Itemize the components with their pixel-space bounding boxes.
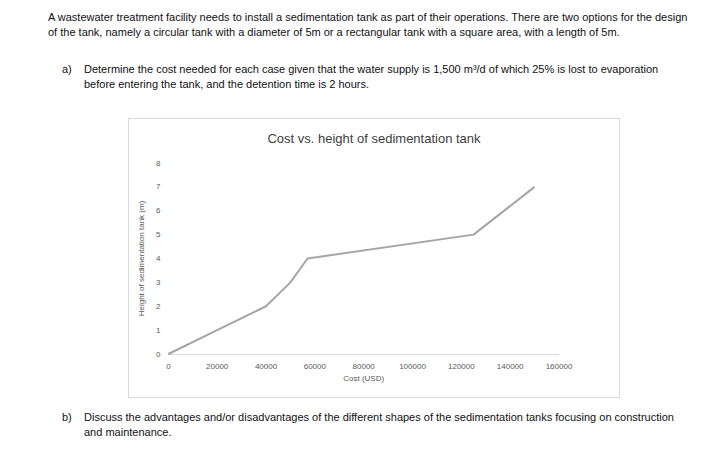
svg-text:40000: 40000 xyxy=(255,362,278,371)
html-text:Discuss the advantages and/or: Discuss the advantages and/or disadvanta… xyxy=(84,411,674,438)
svg-text:8: 8 xyxy=(156,159,161,168)
svg-text:2: 2 xyxy=(156,302,161,311)
svg-text:4: 4 xyxy=(156,254,161,263)
html-text:A wastewater treatment facilit: A wastewater treatment facility needs to… xyxy=(48,11,688,38)
svg-text:120000: 120000 xyxy=(448,362,475,371)
html-text:a): a) xyxy=(62,63,72,75)
html-text:Determine the cost needed for: Determine the cost needed for each case … xyxy=(84,63,659,90)
svg-text:Cost vs. height of sedimentati: Cost vs. height of sedimentation tank xyxy=(267,131,481,146)
svg-text:3: 3 xyxy=(156,278,161,287)
svg-text:140000: 140000 xyxy=(497,362,524,371)
svg-text:60000: 60000 xyxy=(304,362,327,371)
svg-text:7: 7 xyxy=(156,182,161,191)
svg-text:0: 0 xyxy=(156,350,161,359)
html-text:b): b) xyxy=(62,411,72,423)
svg-text:80000: 80000 xyxy=(353,362,376,371)
svg-text:1: 1 xyxy=(156,326,161,335)
svg-text:Height of sedimentation tank (: Height of sedimentation tank (m) xyxy=(137,200,146,316)
svg-text:Cost (USD): Cost (USD) xyxy=(343,374,384,383)
svg-text:5: 5 xyxy=(156,230,161,239)
svg-text:100000: 100000 xyxy=(399,362,426,371)
svg-text:160000: 160000 xyxy=(546,362,573,371)
svg-text:0: 0 xyxy=(166,362,171,371)
svg-text:6: 6 xyxy=(156,206,161,215)
svg-text:20000: 20000 xyxy=(206,362,229,371)
